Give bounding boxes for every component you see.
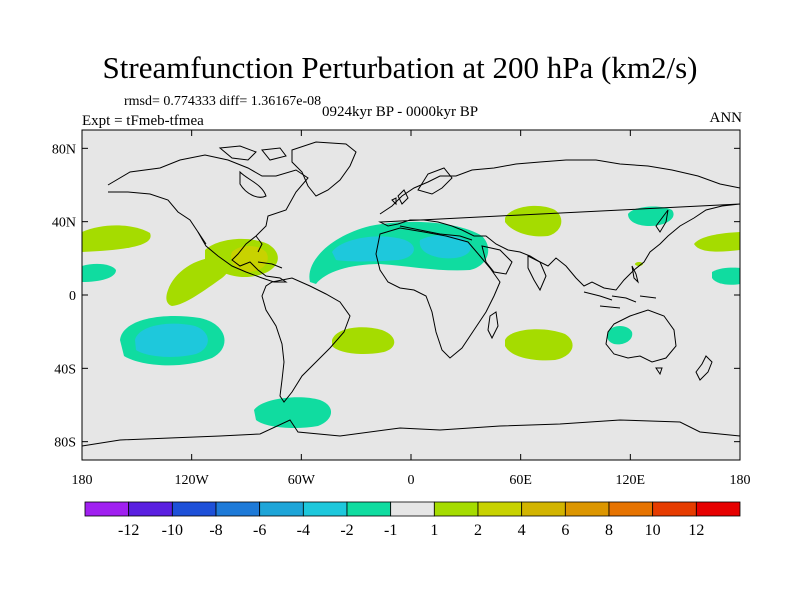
colorbar-swatch-6	[346, 501, 392, 517]
y-tick-label-1: 40N	[52, 216, 76, 231]
colorbar-swatch-12	[608, 501, 654, 517]
coastline-japan	[655, 209, 669, 233]
region-australia-negative	[607, 326, 633, 345]
region-tropical-pacific-band-positive	[166, 257, 230, 306]
region-s-pacific-core-negative	[135, 323, 208, 357]
period-label: 0924kyr BP - 0000kyr BP	[322, 104, 479, 120]
coastline-antarctica	[81, 419, 741, 447]
colorbar-label-1: -10	[162, 522, 183, 539]
x-tick-label-3: 0	[408, 473, 415, 488]
colorbar-label-7: 1	[430, 522, 438, 539]
colorbar-label-9: 4	[518, 522, 526, 539]
colorbar-label-11: 8	[605, 522, 613, 539]
colorbar-label-12: 10	[645, 522, 661, 539]
y-tick-label-2: 0	[69, 289, 76, 304]
x-tick-label-2: 60W	[288, 473, 316, 488]
rmsd-diff-stats: rmsd= 0.774333 diff= 1.36167e-08	[124, 94, 322, 109]
colorbar-label-5: -2	[340, 522, 353, 539]
colorbar-label-0: -12	[118, 522, 139, 539]
x-axis: 180 120W 60W 0 60E 120E 180	[72, 130, 751, 488]
colorbar-swatch-2	[171, 501, 217, 517]
coastline-philippines	[631, 265, 639, 284]
colorbar-swatch-11	[564, 501, 610, 517]
coastline-indonesia	[583, 291, 657, 309]
coastline-hudson-bay	[239, 170, 267, 198]
colorbar-swatch-5	[302, 501, 348, 517]
coastline-australia	[605, 309, 677, 363]
coastline-arabia	[481, 245, 513, 275]
x-tick-label-1: 120W	[175, 473, 210, 488]
colorbar-label-6: -1	[384, 522, 397, 539]
coastline-mediterranean	[399, 225, 473, 241]
colorbar-label-4: -4	[297, 522, 310, 539]
colorbar-swatch-14	[695, 501, 741, 517]
coastline-new-zealand	[695, 355, 713, 381]
colorbar-swatch-9	[477, 501, 523, 517]
colorbar-swatch-1	[128, 501, 173, 517]
coastline-baja	[197, 231, 207, 245]
region-sahara-core-negative	[332, 236, 414, 262]
region-nw-pacific-negative	[712, 267, 740, 285]
x-tick-label-4: 60E	[509, 473, 532, 488]
colorbar-label-3: -6	[253, 522, 266, 539]
coastline-florida	[255, 235, 263, 253]
x-tick-label-0: 180	[72, 473, 93, 488]
chart-title: Streamfunction Perturbation at 200 hPa (…	[102, 50, 698, 85]
x-tick-label-6: 180	[730, 473, 751, 488]
region-s-atlantic-positive	[332, 327, 395, 354]
experiment-label: Expt = tFmeb-tfmea	[82, 113, 204, 129]
season-label: ANN	[709, 110, 743, 126]
colorbar-label-2: -8	[209, 522, 222, 539]
region-sahara-core-negative-east	[419, 235, 471, 259]
colorbar-swatch-8	[433, 501, 479, 517]
colorbar-swatch-7	[390, 501, 435, 517]
y-tick-label-4: 80S	[54, 436, 76, 451]
region-southern-ocean-negative	[254, 397, 332, 428]
region-ne-pacific-positive	[694, 232, 740, 252]
coastlines	[81, 141, 741, 447]
y-axis: 80N 40N 0 40S 80S	[52, 142, 740, 451]
coastline-tasmania	[655, 367, 663, 376]
y-tick-label-3: 40S	[54, 362, 76, 377]
coastline-india	[527, 255, 547, 292]
region-s-indian-ocean-positive	[505, 329, 573, 361]
coastline-cuba	[257, 261, 283, 269]
colorbar-boxes	[84, 501, 741, 517]
colorbar-swatch-13	[652, 501, 697, 517]
region-nw-pacific-negative-west	[82, 263, 116, 282]
coastline-arctic-islands	[218, 145, 287, 161]
coastline-madagascar	[487, 311, 499, 340]
region-japan-negative	[628, 206, 674, 226]
colorbar-labels: -12 -10 -8 -6 -4 -2 -1 1 2 4 6 8 10 12	[118, 522, 704, 539]
colorbar-label-8: 2	[474, 522, 482, 539]
colorbar-swatch-10	[521, 501, 566, 517]
coastline-africa	[375, 227, 501, 359]
colorbar-label-10: 6	[561, 522, 569, 539]
coastline-south-america	[261, 277, 351, 403]
coastline-british-isles	[391, 189, 409, 206]
colorbar-swatch-3	[215, 501, 261, 517]
x-tick-label-5: 120E	[616, 473, 646, 488]
colorbar-label-13: 12	[688, 522, 704, 539]
colorbar-swatch-4	[259, 501, 304, 517]
colorbar-swatch-0	[84, 501, 130, 517]
coastline-scandinavia	[417, 167, 453, 195]
coastline-eurasia	[378, 159, 741, 291]
region-n-pacific-west-positive	[82, 225, 151, 252]
coastline-greenland	[291, 141, 357, 197]
y-tick-label-0: 80N	[52, 142, 76, 157]
